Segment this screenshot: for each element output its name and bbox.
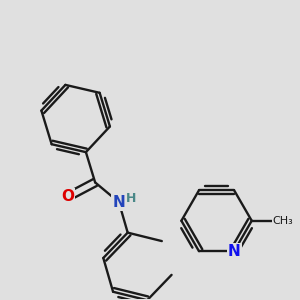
Text: O: O: [61, 189, 74, 204]
Text: N: N: [112, 195, 125, 210]
Text: CH₃: CH₃: [272, 216, 293, 226]
Text: H: H: [125, 191, 136, 205]
Text: N: N: [228, 244, 241, 259]
